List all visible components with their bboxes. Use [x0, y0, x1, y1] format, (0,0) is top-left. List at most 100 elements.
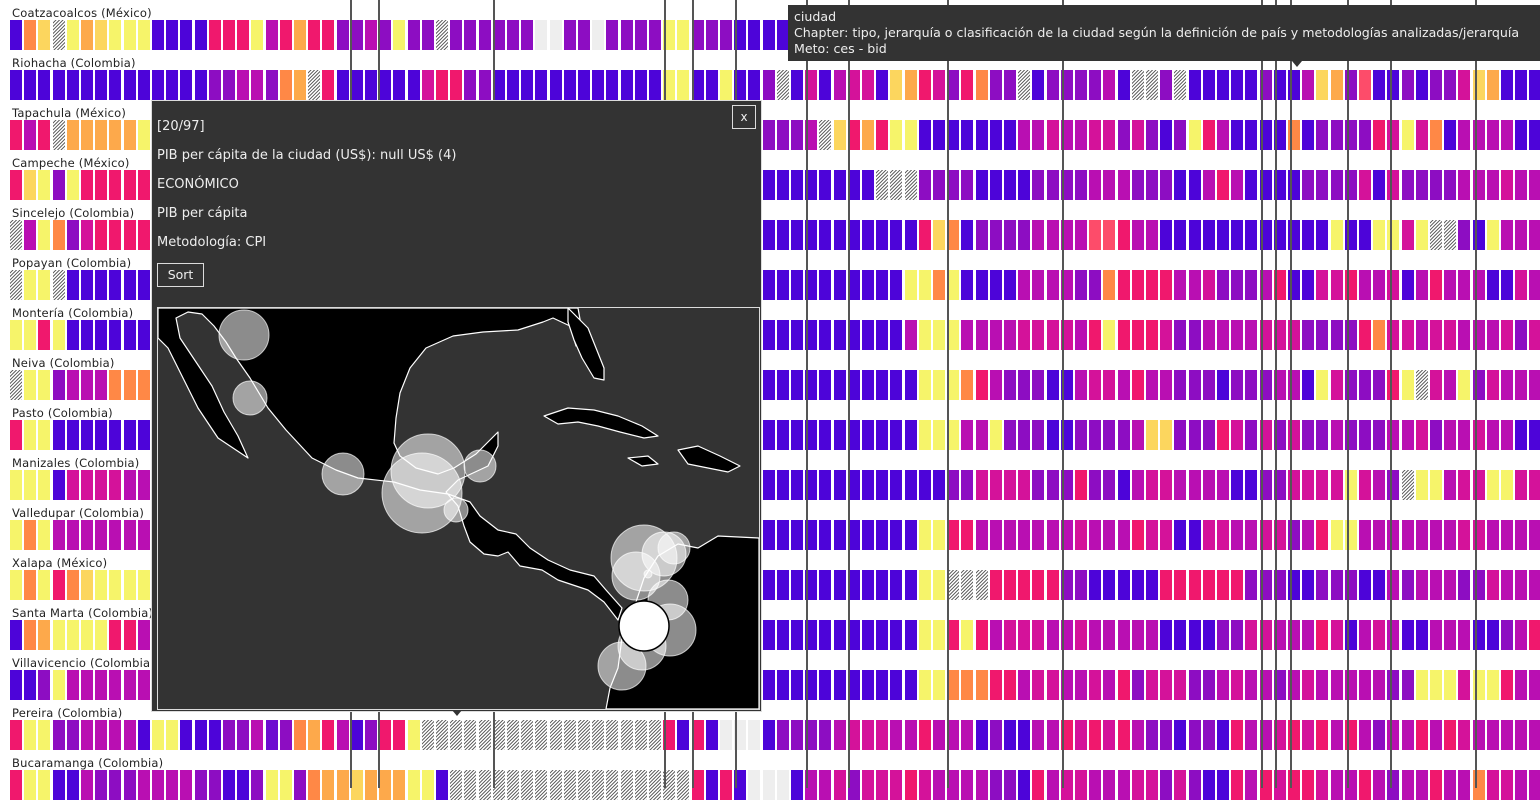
data-cell[interactable] [748, 720, 761, 750]
data-cell[interactable] [1032, 670, 1045, 700]
data-cell[interactable] [294, 770, 306, 800]
data-cell[interactable] [1004, 120, 1016, 150]
data-cell[interactable] [1131, 170, 1144, 200]
data-cell[interactable] [1032, 520, 1045, 550]
data-cell[interactable] [194, 20, 207, 50]
data-cell[interactable] [1515, 420, 1528, 450]
data-cell[interactable] [1160, 70, 1173, 100]
data-cell[interactable] [862, 620, 874, 650]
data-cell[interactable] [1458, 520, 1471, 550]
data-cell[interactable] [833, 770, 846, 800]
data-cell[interactable] [1202, 320, 1215, 350]
data-cell[interactable] [1401, 520, 1414, 550]
city-map[interactable] [157, 307, 760, 710]
data-cell[interactable] [1444, 470, 1457, 500]
data-cell[interactable] [1415, 120, 1428, 150]
data-cell[interactable] [1018, 520, 1031, 550]
data-cell[interactable] [1373, 470, 1386, 500]
data-cell[interactable] [1089, 220, 1102, 250]
data-cell[interactable] [1415, 420, 1428, 450]
data-cell[interactable] [1458, 170, 1471, 200]
data-cell[interactable] [1486, 270, 1499, 300]
data-cell[interactable] [137, 720, 150, 750]
data-cell[interactable] [436, 70, 448, 100]
data-cell[interactable] [1486, 720, 1499, 750]
data-cell[interactable] [322, 20, 335, 50]
data-cell[interactable] [876, 470, 889, 500]
data-cell[interactable] [109, 370, 122, 400]
data-cell[interactable] [38, 20, 51, 50]
data-cell[interactable] [1217, 270, 1229, 300]
data-cell[interactable] [1217, 370, 1229, 400]
data-cell[interactable] [1444, 720, 1457, 750]
data-cell[interactable] [1316, 370, 1329, 400]
data-cell[interactable] [862, 770, 874, 800]
data-cell[interactable] [1245, 670, 1258, 700]
data-cell[interactable] [1330, 420, 1343, 450]
data-cell[interactable] [947, 70, 960, 100]
data-cell[interactable] [265, 720, 278, 750]
data-cell[interactable] [294, 720, 306, 750]
data-cell[interactable] [379, 720, 392, 750]
data-cell[interactable] [620, 70, 633, 100]
data-cell[interactable] [1316, 120, 1329, 150]
data-cell[interactable] [819, 270, 832, 300]
data-cell[interactable] [1401, 70, 1414, 100]
data-cell[interactable] [95, 270, 108, 300]
data-cell[interactable] [10, 20, 22, 50]
data-cell[interactable] [95, 420, 108, 450]
data-cell[interactable] [1217, 670, 1229, 700]
data-cell[interactable] [918, 370, 931, 400]
data-cell[interactable] [1373, 620, 1386, 650]
data-cell[interactable] [578, 70, 590, 100]
data-cell[interactable] [1089, 670, 1102, 700]
data-cell[interactable] [1373, 420, 1386, 450]
data-cell[interactable] [1032, 770, 1045, 800]
data-cell[interactable] [1373, 770, 1386, 800]
data-cell[interactable] [10, 570, 22, 600]
data-cell[interactable] [1330, 670, 1343, 700]
data-cell[interactable] [81, 420, 93, 450]
data-cell[interactable] [1486, 570, 1499, 600]
data-cell[interactable] [904, 470, 917, 500]
data-cell[interactable] [1373, 220, 1386, 250]
data-cell[interactable] [748, 20, 761, 50]
data-cell[interactable] [208, 20, 221, 50]
data-cell[interactable] [1004, 520, 1016, 550]
data-cell[interactable] [1515, 120, 1528, 150]
data-cell[interactable] [1146, 770, 1158, 800]
data-cell[interactable] [776, 770, 789, 800]
data-cell[interactable] [918, 170, 931, 200]
data-cell[interactable] [890, 270, 903, 300]
data-cell[interactable] [535, 70, 548, 100]
data-cell[interactable] [890, 370, 903, 400]
data-cell[interactable] [137, 220, 150, 250]
data-cell[interactable] [1032, 370, 1045, 400]
data-cell[interactable] [691, 720, 704, 750]
data-cell[interactable] [876, 220, 889, 250]
data-cell[interactable] [450, 20, 463, 50]
data-cell[interactable] [762, 270, 775, 300]
data-cell[interactable] [66, 520, 79, 550]
data-cell[interactable] [109, 520, 122, 550]
data-cell[interactable] [876, 520, 889, 550]
data-cell[interactable] [776, 220, 789, 250]
data-cell[interactable] [1202, 270, 1215, 300]
data-cell[interactable] [819, 420, 832, 450]
data-cell[interactable] [1018, 220, 1031, 250]
data-cell[interactable] [862, 470, 874, 500]
data-cell[interactable] [1486, 670, 1499, 700]
data-cell[interactable] [1174, 470, 1187, 500]
data-cell[interactable] [1486, 770, 1499, 800]
data-cell[interactable] [1217, 320, 1229, 350]
data-cell[interactable] [1160, 670, 1173, 700]
data-cell[interactable] [890, 620, 903, 650]
data-cell[interactable] [1188, 570, 1201, 600]
data-cell[interactable] [95, 570, 108, 600]
data-cell[interactable] [1231, 270, 1244, 300]
data-cell[interactable] [1103, 320, 1116, 350]
data-cell[interactable] [152, 720, 164, 750]
data-cell[interactable] [521, 70, 534, 100]
data-cell[interactable] [1316, 570, 1329, 600]
data-cell[interactable] [1018, 620, 1031, 650]
